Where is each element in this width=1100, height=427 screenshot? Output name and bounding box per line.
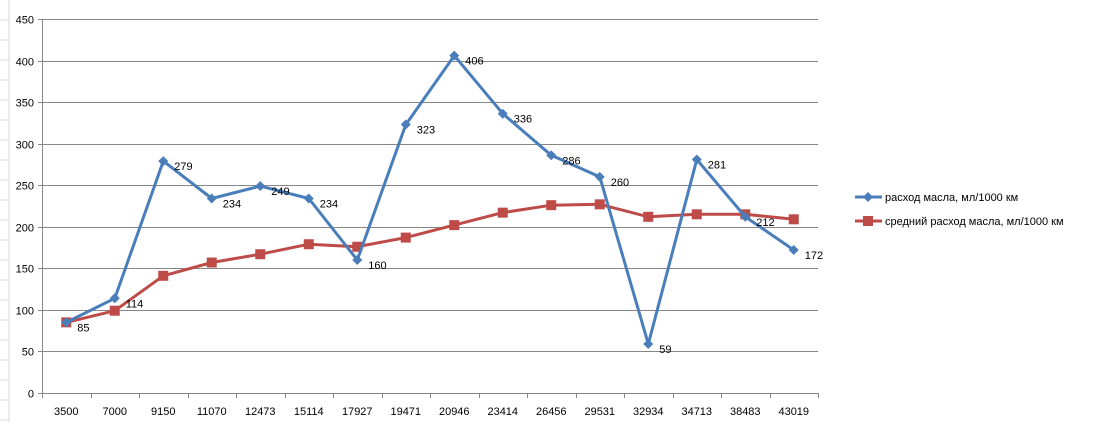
legend-marker	[863, 216, 873, 226]
y-tick-labels: 0 50 100 150 200 250 300 350 400 450	[16, 15, 34, 401]
legend-marker	[863, 192, 873, 202]
series-point	[255, 249, 266, 260]
series-point	[109, 305, 120, 316]
x-tick-label: 23414	[487, 406, 518, 418]
series-point	[303, 193, 314, 204]
x-tick-label: 9150	[151, 406, 175, 418]
data-label: 160	[368, 260, 386, 272]
series-point	[788, 214, 799, 225]
data-label: 336	[514, 114, 532, 126]
x-tick-label: 7000	[103, 406, 127, 418]
series-point	[788, 245, 799, 256]
y-tick-label: 450	[16, 15, 34, 27]
axes	[42, 19, 818, 394]
x-tick-label: 32934	[633, 406, 664, 418]
series-point	[158, 270, 169, 281]
y-tick-label: 0	[28, 389, 34, 401]
data-labels: 85 114 279 234 249 234 160 323 406 336 286 260 59 281…	[77, 56, 823, 356]
y-tick-label: 200	[16, 223, 34, 235]
series-line	[65, 54, 795, 346]
series-point	[449, 220, 460, 231]
data-label: 59	[659, 344, 671, 356]
series-layer	[61, 50, 799, 349]
series-point	[643, 211, 654, 222]
x-tick-label: 26456	[536, 406, 567, 418]
x-tick-label: 3500	[54, 406, 78, 418]
series-point	[740, 211, 751, 222]
series-point	[594, 199, 605, 210]
x-tick-label: 29531	[584, 406, 615, 418]
data-label: 114	[126, 298, 144, 310]
data-label: 172	[805, 250, 823, 262]
y-tick-label: 100	[16, 306, 34, 318]
legend-label: средний расход масла, мл/1000 км	[885, 216, 1064, 228]
series-point	[643, 338, 654, 349]
series-point	[158, 156, 169, 167]
legend: расход масла, мл/1000 км средний расход м…	[855, 192, 1064, 228]
series-point	[400, 232, 411, 243]
series-point	[449, 50, 460, 61]
data-label: 212	[756, 217, 774, 229]
series-point	[206, 257, 217, 268]
data-label: 286	[562, 155, 580, 167]
series-point	[594, 171, 605, 182]
series-point	[546, 150, 557, 161]
series-point	[303, 239, 314, 250]
data-label: 85	[77, 322, 89, 334]
x-tick-label: 43019	[778, 406, 809, 418]
x-tick-label: 38483	[730, 406, 761, 418]
data-label: 234	[320, 199, 338, 211]
sheet-row-rules	[0, 0, 10, 422]
series-point	[400, 119, 411, 130]
x-tick-label: 17927	[342, 406, 373, 418]
series-point	[109, 293, 120, 304]
series-point	[546, 200, 557, 211]
x-tick-label: 15114	[294, 406, 324, 418]
x-tick-label: 11070	[197, 406, 227, 418]
legend-label: расход масла, мл/1000 км	[885, 192, 1018, 204]
data-label: 406	[465, 56, 483, 68]
x-tick-label: 12473	[245, 406, 276, 418]
x-tick-label: 34713	[681, 406, 712, 418]
series-line	[65, 202, 794, 324]
data-label: 249	[271, 186, 289, 198]
y-tick-label: 150	[16, 264, 34, 276]
series-point	[352, 241, 363, 252]
series-point	[61, 317, 72, 328]
series-point	[206, 193, 217, 204]
data-label: 260	[611, 177, 629, 189]
y-tick-label: 400	[16, 57, 34, 69]
x-tick-labels: 3500 7000 9150 11070 12473 15114 17927 19471 209…	[42, 393, 819, 418]
y-tick-label: 250	[16, 181, 34, 193]
series-point	[255, 181, 266, 192]
series-point	[497, 207, 508, 218]
gridlines	[38, 19, 818, 394]
y-tick-label: 50	[22, 347, 34, 359]
series-point	[691, 154, 702, 165]
data-label: 323	[417, 125, 435, 137]
series-point	[691, 209, 702, 220]
series-point	[497, 108, 508, 119]
data-label: 279	[174, 161, 192, 173]
x-tick-label: 20946	[439, 406, 470, 418]
data-label: 234	[223, 199, 241, 211]
y-tick-label: 350	[16, 98, 34, 110]
series-point	[352, 255, 363, 266]
y-tick-label: 300	[16, 140, 34, 152]
data-label: 281	[708, 159, 726, 171]
x-tick-label: 19471	[390, 406, 421, 418]
